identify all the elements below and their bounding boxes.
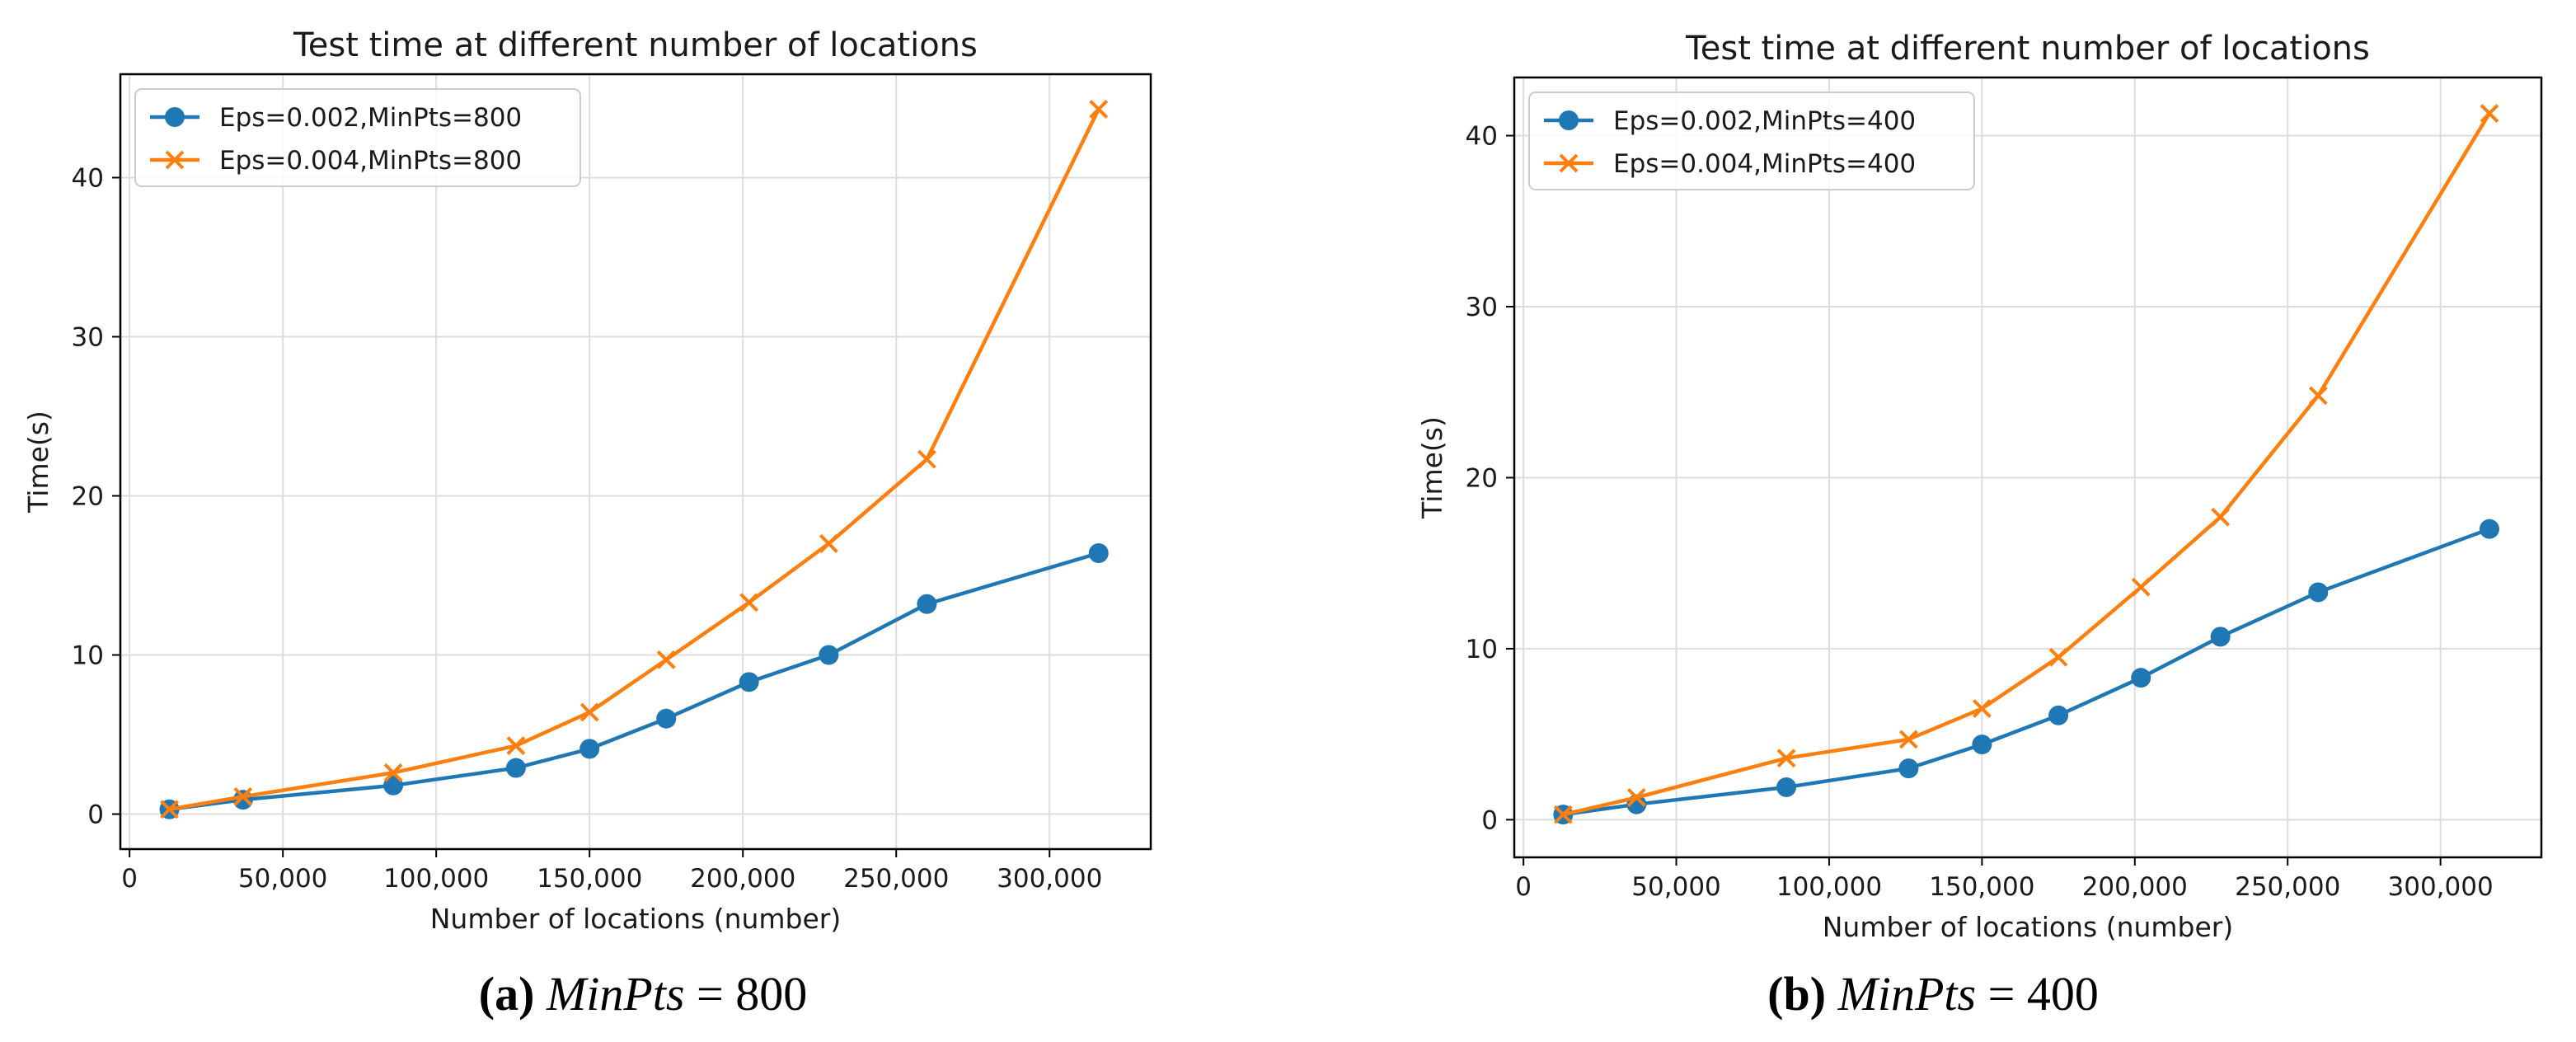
data-point-circle	[2479, 519, 2499, 539]
caption-b-label: (b)	[1767, 967, 1827, 1021]
y-axis-label: Time(s)	[22, 411, 54, 514]
y-tick-label: 0	[1481, 805, 1498, 835]
series-line-2	[169, 108, 1100, 811]
data-point-x	[2131, 577, 2151, 597]
y-tick-label: 30	[72, 322, 104, 352]
legend-label: Eps=0.002,MinPts=800	[219, 103, 522, 133]
data-point-x	[2480, 104, 2499, 123]
data-point-circle	[2210, 627, 2231, 647]
data-point-x	[160, 800, 179, 819]
x-tick-label: 50,000	[238, 864, 327, 894]
legend-box	[134, 88, 581, 187]
x-tick-label: 200,000	[690, 864, 795, 894]
data-point-x	[2211, 507, 2231, 527]
data-point-circle	[232, 790, 253, 810]
data-point-circle	[1088, 542, 1109, 563]
caption-a-param: MinPts	[546, 967, 685, 1021]
chart-panel-a: 0 50,000 100,000 150,000 200,000 250,000 300,0…	[0, 0, 1286, 1042]
data-point-x	[1089, 100, 1109, 119]
x-tick-label: 250,000	[843, 864, 949, 894]
caption-b: (b) MinPts = 400	[1290, 966, 2576, 1021]
data-point-x	[579, 702, 599, 722]
data-point-circle	[917, 594, 937, 614]
data-point-circle	[1898, 758, 1919, 779]
y-tick-label: 0	[87, 800, 104, 830]
x-tick-label: 100,000	[1776, 872, 1882, 902]
data-point-circle	[505, 758, 526, 778]
data-point-x	[1776, 749, 1796, 768]
legend-box	[1528, 92, 1975, 190]
caption-b-text: = 400	[1976, 967, 2099, 1021]
x-axis-label: Number of locations (number)	[1823, 911, 2234, 943]
x-axis-label: Number of locations (number)	[430, 903, 842, 935]
data-point-x	[506, 736, 526, 755]
data-point-circle	[2048, 705, 2069, 725]
x-tick-label: 300,000	[2388, 872, 2494, 902]
data-point-circle	[383, 775, 404, 796]
x-tick-label: 150,000	[1929, 872, 2034, 902]
data-point-x	[383, 763, 403, 782]
data-point-circle	[2308, 582, 2329, 603]
plot-frame	[119, 73, 1152, 851]
legend-marker-x	[165, 150, 185, 170]
data-point-x	[656, 650, 676, 669]
legend-marker-circle	[1559, 110, 1579, 130]
x-tick-label: 0	[1515, 872, 1532, 902]
caption-a-label: (a)	[478, 967, 535, 1021]
data-point-circle	[819, 645, 839, 665]
caption-a: (a) MinPts = 800	[0, 966, 1286, 1021]
chart-a: 0 50,000 100,000 150,000 200,000 250,000 300,0…	[22, 26, 1152, 935]
data-point-x	[1553, 805, 1573, 824]
chart-panel-b: 0 50,000 100,000 150,000 200,000 250,000 300,0…	[1290, 0, 2576, 1042]
data-point-x	[2308, 386, 2328, 406]
data-point-circle	[579, 739, 600, 759]
y-tick-label: 20	[72, 481, 104, 511]
caption-b-param: MinPts	[1837, 967, 1977, 1021]
legend-label: Eps=0.004,MinPts=400	[1613, 149, 1916, 179]
series-line-2	[1562, 112, 2491, 817]
data-point-x	[917, 449, 936, 469]
legend-label: Eps=0.002,MinPts=400	[1613, 106, 1916, 136]
y-axis-label: Time(s)	[1416, 416, 1448, 519]
data-point-circle	[2131, 668, 2151, 688]
data-point-circle	[1972, 735, 1992, 755]
plot-frame	[1513, 76, 2543, 859]
data-point-circle	[1776, 777, 1797, 797]
data-point-x	[1626, 787, 1646, 807]
y-tick-label: 40	[1466, 122, 1498, 152]
legend-marker-circle	[165, 107, 185, 127]
x-tick-label: 0	[121, 864, 138, 894]
legend-marker-x	[1559, 153, 1579, 173]
data-point-circle	[739, 672, 759, 692]
x-tick-label: 250,000	[2235, 872, 2340, 902]
x-tick-label: 150,000	[537, 864, 642, 894]
series-line-1	[169, 551, 1100, 811]
data-point-x	[233, 786, 253, 806]
chart-title: Test time at different number of locatio…	[1685, 30, 2370, 68]
x-tick-label: 50,000	[1631, 872, 1720, 902]
legend-label: Eps=0.004,MinPts=800	[219, 146, 522, 176]
x-tick-label: 100,000	[383, 864, 489, 894]
data-point-x	[819, 533, 838, 553]
series-line-1	[1563, 527, 2490, 817]
x-tick-label: 200,000	[2082, 872, 2188, 902]
chart-title: Test time at different number of locatio…	[293, 26, 978, 64]
y-tick-label: 20	[1466, 463, 1498, 493]
data-point-x	[2048, 647, 2068, 667]
data-point-circle	[656, 708, 677, 729]
y-tick-label: 10	[1466, 635, 1498, 664]
y-tick-label: 40	[72, 163, 104, 193]
y-tick-label: 10	[72, 641, 104, 671]
x-tick-label: 300,000	[997, 864, 1102, 894]
data-point-x	[1898, 730, 1918, 749]
caption-a-text: = 800	[684, 967, 808, 1021]
data-point-x	[739, 593, 759, 613]
data-point-x	[1972, 699, 1992, 718]
chart-b: 0 50,000 100,000 150,000 200,000 250,000 300,0…	[1416, 30, 2543, 943]
y-tick-label: 30	[1466, 293, 1498, 322]
